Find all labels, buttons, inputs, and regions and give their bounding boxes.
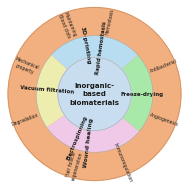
Text: 3D-printing: 3D-printing (80, 26, 92, 65)
Text: Inorganic-
based
biomaterials: Inorganic- based biomaterials (70, 83, 119, 105)
Text: Rapid hemostasis: Rapid hemostasis (95, 20, 107, 74)
Text: Antibacterial: Antibacterial (149, 58, 178, 74)
Text: Vacuum filtration: Vacuum filtration (20, 85, 74, 95)
Wedge shape (123, 94, 153, 132)
Text: Hemostasis: Hemostasis (105, 8, 115, 35)
Wedge shape (47, 115, 139, 152)
Text: Electrospinning: Electrospinning (66, 114, 88, 160)
Wedge shape (122, 55, 153, 94)
Text: Maintaining
Blood clots: Maintaining Blood clots (57, 11, 77, 40)
Wedge shape (36, 55, 67, 127)
Text: Mechanical
property: Mechanical property (12, 56, 40, 76)
Text: Immunoregulation: Immunoregulation (112, 142, 132, 183)
Text: Wound healing: Wound healing (83, 118, 94, 168)
Circle shape (8, 8, 181, 180)
Text: Freeze-drying: Freeze-drying (121, 91, 164, 97)
Text: Angiogenesis: Angiogenesis (149, 112, 180, 127)
Text: Hair follicle
regeneration: Hair follicle regeneration (65, 150, 83, 181)
Wedge shape (51, 36, 138, 70)
Circle shape (58, 57, 131, 131)
Text: Degradation: Degradation (11, 112, 39, 127)
